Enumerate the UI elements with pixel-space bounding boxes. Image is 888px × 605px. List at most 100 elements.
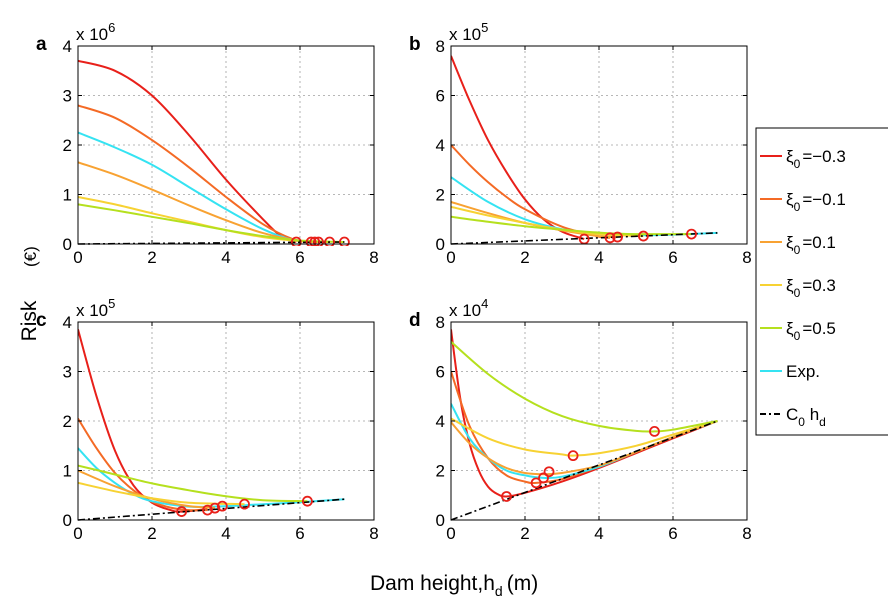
- y-tick-label: 3: [63, 363, 72, 382]
- series-group: [451, 55, 718, 245]
- y-tick-label: 0: [436, 511, 445, 530]
- x-tick-label: 0: [73, 248, 82, 267]
- optimum-marker: [567, 450, 579, 462]
- optimum-marker: [176, 506, 188, 517]
- optimum-marker: [202, 504, 213, 516]
- x-tick-label: 0: [73, 524, 82, 543]
- legend-entry: Exp.: [786, 362, 820, 381]
- legend-symbol: ξ: [786, 190, 794, 209]
- y-tick-label: 2: [436, 462, 445, 481]
- x-tick-label: 8: [742, 524, 751, 543]
- multiplier-exponent: 5: [481, 20, 488, 35]
- optimum-marker: [305, 236, 317, 246]
- legend-box: [755, 127, 888, 436]
- x-tick-label: 6: [295, 248, 304, 267]
- x-tick-label: 2: [147, 524, 156, 543]
- axis-multiplier: x 105: [449, 20, 488, 44]
- series-line-c0hd: [451, 420, 718, 521]
- panel-letter: d: [409, 310, 421, 331]
- legend-subscript: 0: [794, 329, 801, 343]
- x-tick-label: 6: [668, 248, 677, 267]
- legend-symbol: ξ: [786, 147, 794, 166]
- optimum-marker: [604, 232, 616, 244]
- optimum-marker: [543, 466, 555, 478]
- series-line: [451, 341, 718, 433]
- x-tick-label: 6: [295, 524, 304, 543]
- y-tick-label: 0: [436, 235, 445, 254]
- y-tick-label: 8: [436, 313, 445, 332]
- x-tick-label: 2: [520, 524, 529, 543]
- multiplier-exponent: 6: [108, 20, 115, 35]
- series-line: [78, 481, 245, 506]
- x-tick-label: 0: [446, 248, 455, 267]
- series-line: [451, 417, 718, 457]
- series-group: [78, 59, 350, 246]
- x-tick-label: 0: [446, 524, 455, 543]
- series-line: [78, 104, 312, 243]
- y-tick-label: 3: [63, 87, 72, 106]
- optimum-marker: [538, 472, 549, 484]
- legend-subscript: 0: [794, 157, 801, 171]
- y-axis-unit: (€): [21, 246, 40, 267]
- multiplier-base: x 10: [76, 301, 108, 320]
- y-tick-label: 4: [63, 37, 72, 56]
- x-tick-label: 4: [221, 248, 230, 267]
- x-tick-label: 4: [594, 248, 603, 267]
- optimum-marker: [301, 495, 313, 507]
- optimum-marker: [339, 236, 350, 246]
- y-tick-label: 0: [63, 235, 72, 254]
- multiplier-exponent: 4: [481, 296, 488, 311]
- panel-letter: b: [409, 34, 421, 55]
- optimum-marker: [290, 236, 302, 246]
- optimum-marker: [686, 228, 697, 240]
- legend-value: =0.3: [802, 276, 836, 295]
- legend-value: =0.1: [802, 233, 836, 252]
- legend-value: =0.5: [802, 319, 836, 338]
- multiplier-base: x 10: [76, 25, 108, 44]
- multiplier-exponent: 5: [108, 296, 115, 311]
- series-group: [78, 329, 345, 521]
- y-tick-label: 1: [63, 186, 72, 205]
- optimum-marker: [239, 498, 250, 510]
- axis-multiplier: x 106: [76, 20, 115, 44]
- series-line: [451, 205, 644, 238]
- optimum-marker: [649, 425, 660, 437]
- y-tick-label: 6: [436, 87, 445, 106]
- optimum-marker: [309, 236, 321, 246]
- x-axis-label: Dam height,hd (m): [370, 572, 538, 599]
- legend-symbol: ξ: [786, 319, 794, 338]
- legend-entry: ξ0 =0.1: [786, 233, 836, 257]
- x-tick-label: 4: [221, 524, 230, 543]
- axis-multiplier: x 104: [449, 296, 488, 320]
- x-tick-label: 8: [369, 248, 378, 267]
- x-tick-label: 8: [369, 524, 378, 543]
- legend-symbol: ξ: [786, 233, 794, 252]
- y-tick-label: 1: [63, 462, 72, 481]
- optimum-marker: [324, 236, 335, 246]
- y-tick-label: 4: [436, 412, 445, 431]
- legend-subscript: 0: [794, 243, 801, 257]
- legend-subscript: 0: [794, 286, 801, 300]
- optimum-marker: [530, 477, 542, 489]
- x-tick-label: 4: [594, 524, 603, 543]
- multiplier-base: x 10: [449, 301, 481, 320]
- optimum-marker: [612, 231, 623, 243]
- legend-value: =−0.1: [802, 190, 846, 209]
- series-group: [451, 329, 718, 521]
- legend-entry: ξ0 =−0.3: [786, 147, 846, 171]
- y-axis-label-group: Risk (€): [18, 246, 41, 341]
- series-line: [78, 464, 308, 503]
- legend-subscript: 0: [798, 415, 805, 429]
- optimum-marker: [216, 500, 228, 512]
- y-tick-label: 6: [436, 363, 445, 382]
- x-tick-label: 8: [742, 248, 751, 267]
- x-tick-label: 6: [668, 524, 677, 543]
- optimum-marker: [209, 502, 221, 514]
- y-tick-label: 2: [63, 136, 72, 155]
